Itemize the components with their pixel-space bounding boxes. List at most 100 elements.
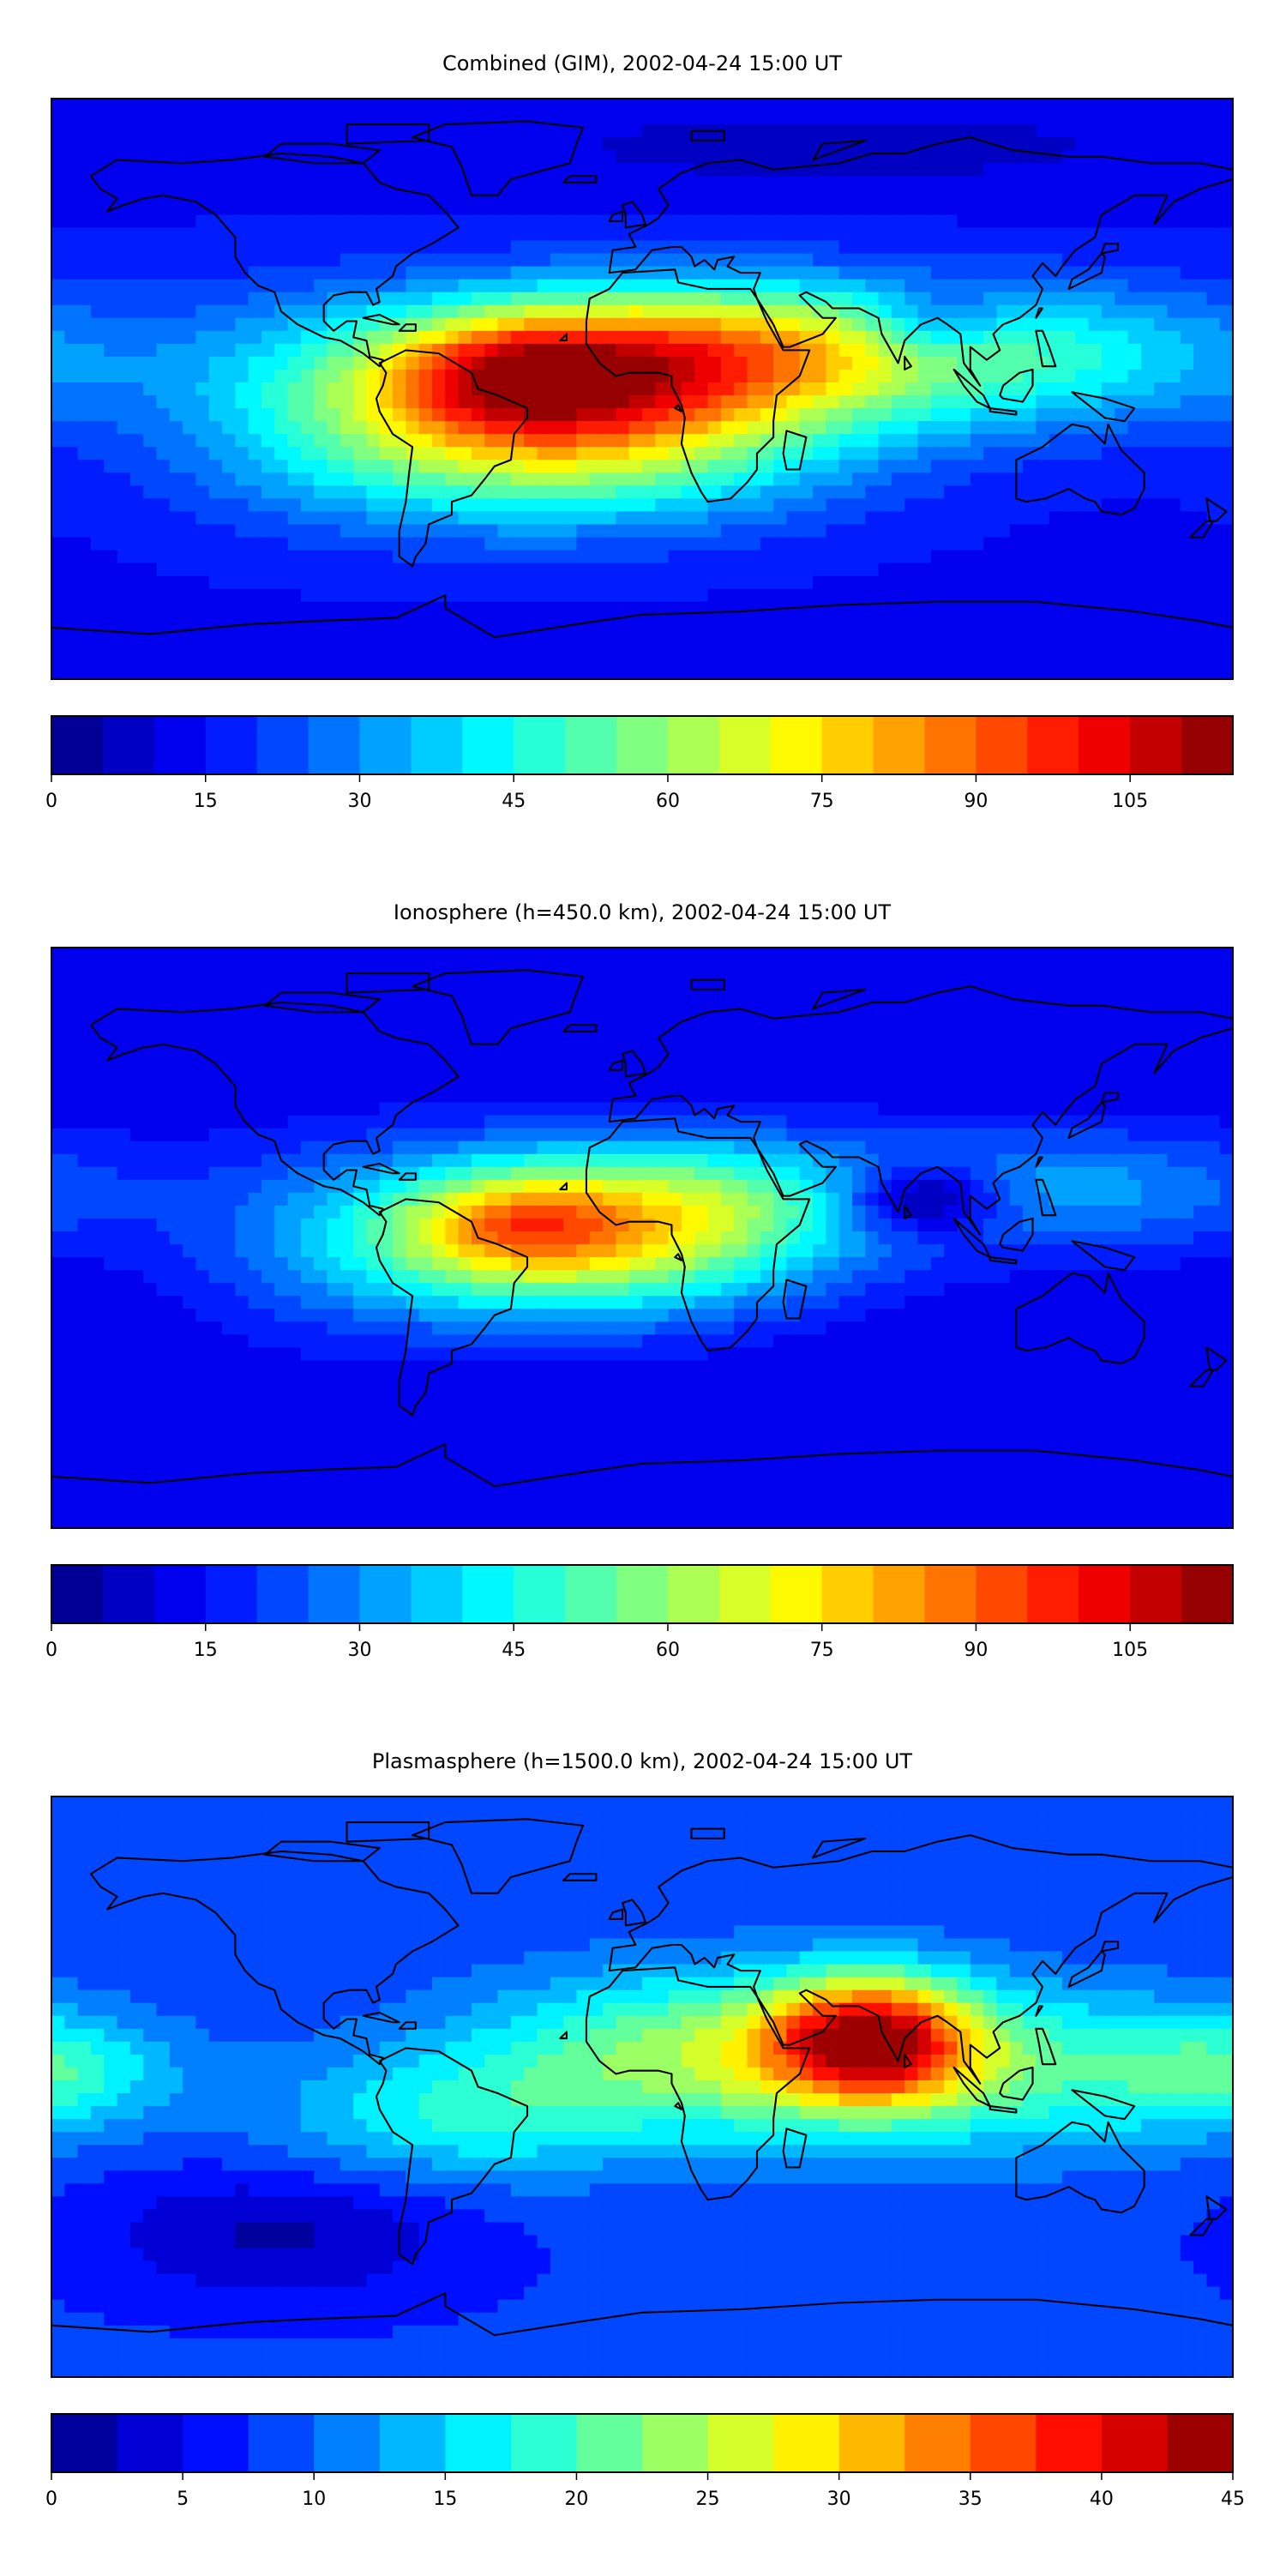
field-cell [91,960,105,974]
field-cell [852,434,866,448]
field-cell [1193,357,1207,370]
field-cell [550,280,564,293]
field-cell [104,395,117,409]
field-cell [1220,227,1234,241]
field-cell [944,267,958,280]
field-cell [1062,472,1076,486]
field-cell [222,973,236,987]
field-cell [195,576,209,590]
field-cell [1075,214,1089,228]
field-cell [419,331,433,345]
field-cell [51,1502,65,1516]
field-cell [629,628,643,641]
field-cell [195,653,209,667]
field-cell [104,511,117,525]
field-cell [64,524,78,538]
field-cell [235,280,249,293]
field-cell [682,628,695,641]
field-cell [170,240,183,254]
field-cell [235,1321,249,1335]
field-cell [143,305,157,319]
field-cell [721,318,735,332]
field-cell [1102,292,1115,306]
field-cell [655,382,669,396]
field-cell [694,421,708,435]
field-cell [944,602,958,616]
field-cell [314,357,328,370]
field-cell [616,111,629,125]
field-cell [353,124,367,138]
field-cell [170,189,183,202]
field-cell [1167,628,1181,641]
field-cell [852,511,866,525]
field-cell [472,447,485,460]
field-cell [852,563,866,577]
field-cell [117,1464,131,1478]
field-cell [682,202,695,215]
field-cell [222,999,236,1013]
field-cell [314,641,328,654]
field-cell [865,267,879,280]
field-cell [603,485,616,499]
field-cell [694,111,708,125]
field-cell [170,408,183,422]
field-cell [852,551,866,564]
field-cell [104,254,117,268]
field-cell [170,1193,183,1207]
field-cell [957,254,971,268]
field-cell [1167,538,1181,551]
field-cell [156,524,170,538]
field-cell [288,1038,302,1051]
field-cell [104,973,117,987]
field-cell [1167,176,1181,190]
field-cell [143,163,157,177]
field-cell [1115,602,1128,616]
field-cell [865,111,879,125]
field-cell [616,163,629,177]
field-cell [249,1154,262,1168]
field-cell [734,615,748,629]
field-cell [944,447,958,460]
field-cell [472,202,485,215]
field-cell [104,1451,117,1465]
field-cell [261,1425,275,1439]
field-cell [1167,150,1181,164]
field-cell [603,538,616,551]
field-cell [721,189,735,202]
field-cell [156,176,170,190]
field-cell [117,1334,131,1348]
field-cell [813,485,826,499]
field-cell [1220,111,1234,125]
field-cell [274,1321,288,1335]
field-cell [78,1231,92,1245]
field-cell [170,214,183,228]
field-cell [1193,163,1207,177]
field-cell [590,408,604,422]
field-cell [1089,280,1103,293]
field-cell [538,318,551,332]
field-cell [91,1283,105,1297]
field-cell [892,576,905,590]
field-cell [642,176,656,190]
field-cell [1023,214,1037,228]
field-cell [261,254,275,268]
field-cell [261,1063,275,1077]
field-cell [459,292,472,306]
field-cell [1115,524,1128,538]
field-cell [1128,357,1142,370]
field-cell [721,344,735,358]
field-cell [1062,344,1076,358]
field-cell [261,1373,275,1387]
field-cell [1128,292,1142,306]
field-cell [826,563,839,577]
field-cell [904,189,918,202]
field-cell [669,641,682,654]
field-cell [340,602,354,616]
field-cell [1075,331,1089,345]
field-cell [642,511,656,525]
field-cell [839,189,853,202]
field-cell [274,1425,288,1439]
field-cell [1102,472,1115,486]
field-cell [957,653,971,667]
field-cell [104,408,117,422]
